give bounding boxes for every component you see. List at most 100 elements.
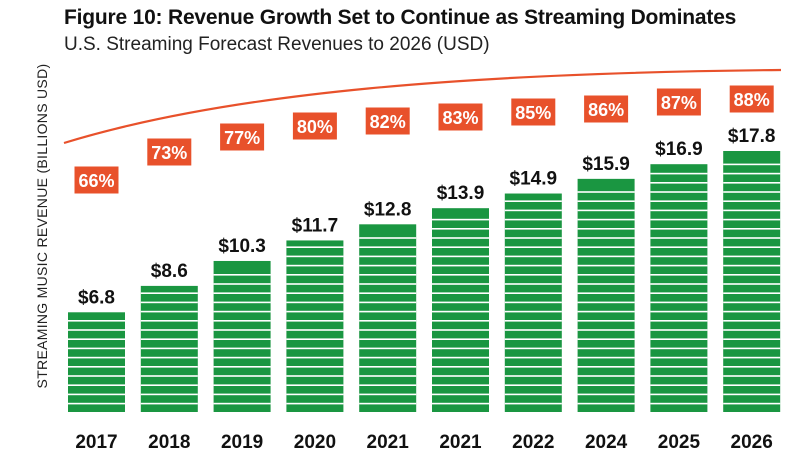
bar-stripe — [504, 347, 562, 350]
bar-stripe — [723, 375, 781, 377]
share-badge — [74, 166, 119, 194]
bar-stripe — [432, 402, 489, 405]
bar-stripe — [286, 274, 344, 276]
bar-stripe — [140, 402, 198, 405]
bar-stripe — [504, 393, 562, 396]
bar-stripe — [650, 301, 708, 304]
bar-stripe — [432, 292, 489, 294]
bar-stripe — [68, 320, 125, 322]
bar-stripe — [432, 347, 489, 350]
bar-stripe — [359, 402, 417, 405]
bar-stripe — [359, 375, 417, 377]
bar-stripe — [68, 402, 125, 405]
bar-stripe — [359, 255, 417, 258]
bar-stripe — [504, 329, 562, 331]
bar-stripe — [577, 209, 635, 212]
bar-stripe — [577, 246, 635, 248]
bar — [650, 164, 708, 412]
bar-stripe — [650, 292, 708, 294]
bar-stripe — [504, 200, 562, 202]
bar-stripe — [286, 402, 344, 405]
bar-stripe — [213, 292, 271, 294]
bar-stripe — [504, 301, 562, 304]
bar-stripe — [723, 356, 781, 359]
bar-stripe — [359, 237, 417, 239]
bar-stripe — [723, 320, 781, 322]
bar — [359, 224, 417, 412]
bar-stripe — [432, 320, 489, 322]
bar-stripe — [577, 237, 635, 239]
bar-stripe — [359, 301, 417, 304]
bar-stripe — [432, 356, 489, 359]
bar-stripe — [213, 375, 271, 377]
bar-stripe — [432, 246, 489, 248]
bar-stripe — [140, 366, 198, 368]
bar-stripe — [577, 255, 635, 258]
bar-stripe — [140, 393, 198, 396]
value-label: $12.8 — [364, 199, 412, 220]
bar-stripe — [723, 218, 781, 221]
bar-stripe — [577, 218, 635, 221]
bar-stripe — [723, 283, 781, 285]
bar-2021-4 — [359, 224, 417, 412]
x-tick-label: 2018 — [148, 432, 190, 453]
bar-stripe — [432, 218, 489, 221]
x-tick-label: 2026 — [731, 432, 773, 453]
bar-stripe — [213, 393, 271, 396]
bar-stripe — [577, 264, 635, 267]
bar-stripe — [213, 274, 271, 276]
bar-stripe — [213, 338, 271, 340]
bar-stripe — [504, 292, 562, 294]
bar-stripe — [577, 274, 635, 276]
bar-stripe — [359, 246, 417, 248]
bar-stripe — [504, 237, 562, 239]
bar-stripe — [650, 237, 708, 239]
bar-stripe — [577, 191, 635, 193]
bar — [286, 240, 344, 412]
x-tick-label: 2021 — [367, 432, 410, 453]
share-label: 80% — [297, 117, 333, 137]
bar-stripe — [359, 356, 417, 359]
value-label: $6.8 — [78, 287, 115, 308]
bar-stripe — [723, 274, 781, 276]
share-label: 82% — [370, 112, 406, 132]
bar-stripe — [577, 320, 635, 322]
share-badge — [511, 98, 556, 126]
bar-stripe — [577, 283, 635, 285]
bar-stripe — [432, 393, 489, 396]
share-badge — [292, 112, 337, 140]
bar-stripe — [213, 366, 271, 368]
bar-stripe — [723, 246, 781, 248]
x-tick-label: 2025 — [658, 432, 701, 453]
x-tick-label: 2021 — [439, 432, 482, 453]
bar-stripe — [650, 264, 708, 267]
share-label: 85% — [515, 103, 551, 123]
bar-stripe — [432, 301, 489, 304]
bar-stripe — [359, 283, 417, 285]
share-badge — [220, 123, 265, 151]
bar-stripe — [504, 310, 562, 313]
bar-stripe — [286, 347, 344, 350]
bar-stripe — [723, 172, 781, 175]
bar-stripe — [68, 393, 125, 396]
bar-stripe — [432, 237, 489, 239]
bar-stripe — [432, 310, 489, 313]
bar-stripe — [68, 338, 125, 340]
bar-2025-8 — [650, 164, 708, 412]
bar-stripe — [577, 292, 635, 294]
bar-stripe — [359, 366, 417, 368]
bar-stripe — [650, 218, 708, 221]
bar-stripe — [68, 366, 125, 368]
share-label: 87% — [661, 93, 697, 113]
bar-stripe — [723, 237, 781, 239]
value-label: $13.9 — [437, 183, 485, 204]
bar-stripe — [432, 274, 489, 276]
share-badge — [365, 107, 410, 135]
bar-stripe — [650, 283, 708, 285]
bar-stripe — [359, 292, 417, 294]
bar-stripe — [650, 375, 708, 377]
bar-stripe — [213, 283, 271, 285]
bar-stripe — [504, 320, 562, 322]
bar-stripe — [140, 292, 198, 294]
